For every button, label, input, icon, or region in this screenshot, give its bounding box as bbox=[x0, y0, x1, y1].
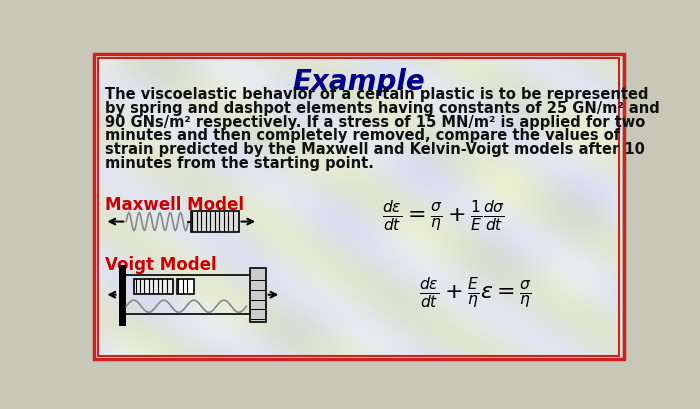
Text: strain predicted by the Maxwell and Kelvin-Voigt models after 10: strain predicted by the Maxwell and Kelv… bbox=[104, 142, 645, 157]
Text: minutes from the starting point.: minutes from the starting point. bbox=[104, 156, 373, 171]
Text: by spring and dashpot elements having constants of 25 GN/m² and: by spring and dashpot elements having co… bbox=[104, 101, 659, 116]
Text: Maxwell Model: Maxwell Model bbox=[104, 196, 244, 214]
Bar bbox=[134, 279, 173, 294]
Bar bbox=[190, 211, 239, 232]
Text: minutes and then completely removed, compare the values of: minutes and then completely removed, com… bbox=[104, 128, 620, 144]
Text: $\frac{d\varepsilon}{dt} = \frac{\sigma}{\eta} + \frac{1}{E}\frac{d\sigma}{dt}$: $\frac{d\varepsilon}{dt} = \frac{\sigma}… bbox=[382, 198, 505, 234]
Bar bbox=[251, 268, 266, 321]
Text: $\frac{d\varepsilon}{dt} + \frac{E}{\eta}\varepsilon = \frac{\sigma}{\eta}$: $\frac{d\varepsilon}{dt} + \frac{E}{\eta… bbox=[419, 275, 531, 311]
Text: Voigt Model: Voigt Model bbox=[104, 256, 216, 274]
Text: Example: Example bbox=[293, 67, 425, 96]
Text: 90 GNs/m² respectively. If a stress of 15 MN/m² is applied for two: 90 GNs/m² respectively. If a stress of 1… bbox=[104, 115, 645, 130]
Bar bbox=[176, 279, 194, 294]
Text: The viscoelastic behavior of a certain plastic is to be represented: The viscoelastic behavior of a certain p… bbox=[104, 87, 648, 102]
